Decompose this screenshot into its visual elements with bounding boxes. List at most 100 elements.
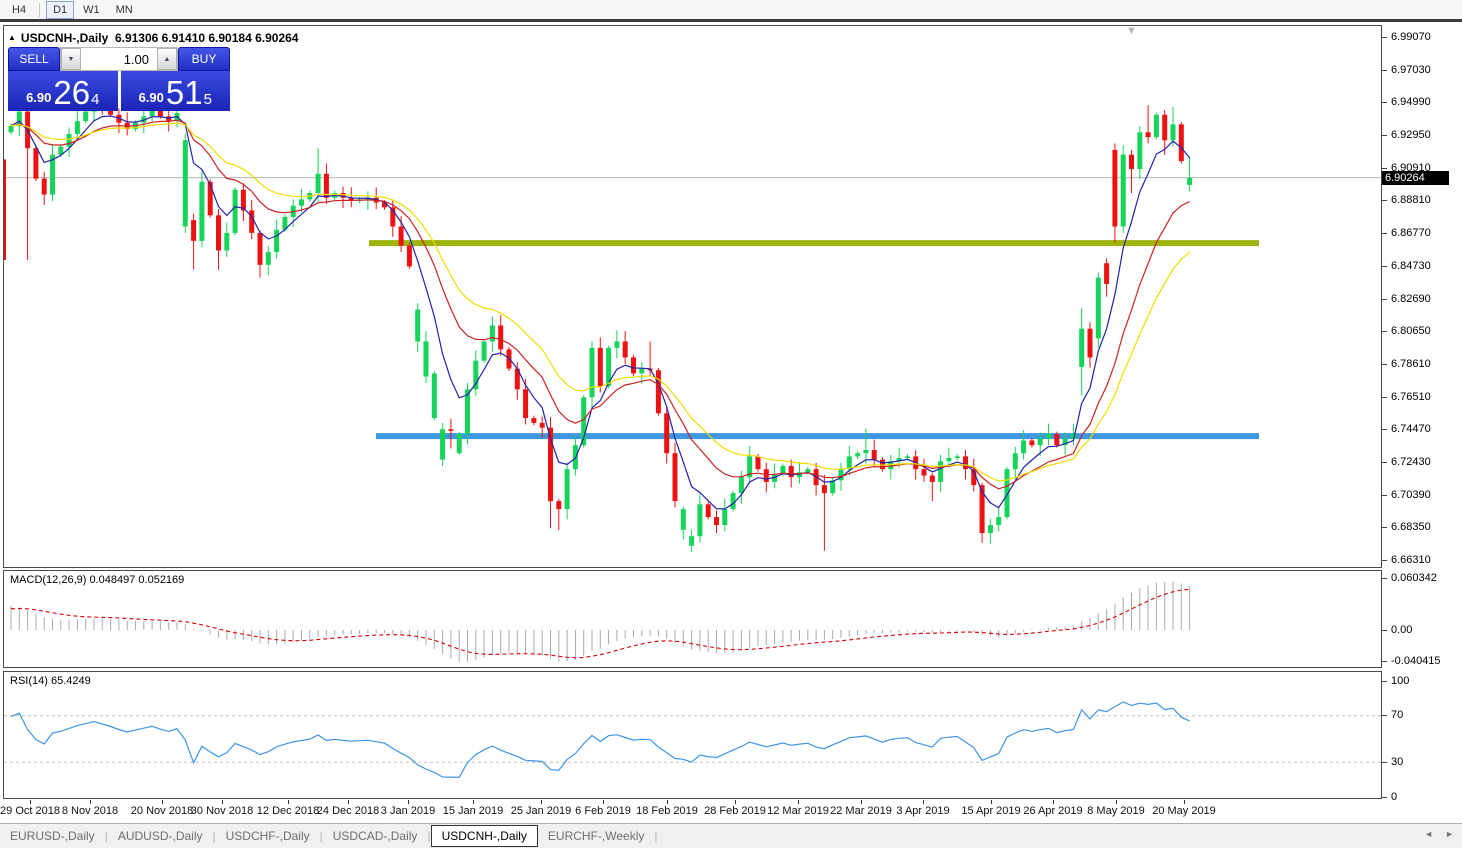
candlestick-chart[interactable] (4, 26, 1381, 567)
candle-body (323, 173, 329, 198)
scroll-left-icon[interactable]: ◄ (1424, 829, 1434, 839)
candle-body (921, 469, 927, 476)
chart-tab-usdcaddaily[interactable]: USDCAD-,Daily (332, 829, 418, 843)
volume-input[interactable] (81, 48, 157, 70)
macd-chart[interactable] (4, 571, 1381, 667)
candle-body (863, 450, 869, 454)
date-axis-label: 15 Apr 2019 (961, 805, 1021, 817)
candle-body (846, 456, 852, 470)
axis-tick (1382, 102, 1387, 104)
chart-end-marker-icon[interactable]: ▼ (1126, 25, 1137, 37)
price-axis-label: 6.82690 (1391, 292, 1431, 305)
volume-stepper: ▼ ▲ (60, 47, 178, 71)
scroll-right-icon[interactable]: ► (1445, 829, 1454, 839)
price-axis-label: 6.92950 (1391, 129, 1431, 142)
sell-button[interactable]: SELL (8, 47, 60, 71)
candle-body (514, 368, 520, 390)
buy-button[interactable]: BUY (178, 47, 230, 71)
axis-tick (1382, 167, 1387, 169)
rsi-axis-label: 70 (1391, 709, 1404, 721)
chart-tab-eurchfweekly[interactable]: EURCHF-,Weekly (547, 829, 645, 843)
chart-tab-usdcnhdaily[interactable]: USDCNH-,Daily (430, 825, 538, 847)
candle-body (216, 215, 221, 251)
axis-tick (1382, 661, 1387, 662)
resistance-line-olive[interactable] (369, 240, 1259, 247)
axis-tick (1382, 578, 1387, 579)
axis-tick (1382, 200, 1387, 202)
candle-body (456, 434, 462, 454)
timeframe-button-h4[interactable]: H4 (12, 3, 27, 16)
tab-scroll-arrows: ◄ ► (1424, 829, 1454, 839)
buy-price-pip: 5 (203, 91, 212, 108)
candle-body (50, 154, 55, 195)
date-tick (798, 800, 799, 804)
candle-body (705, 504, 711, 518)
candle-body (1054, 434, 1060, 446)
price-axis-label: 6.74470 (1391, 423, 1431, 436)
candle-body (498, 325, 504, 350)
candle-body (299, 199, 304, 206)
date-axis-label: 24 Dec 2018 (316, 805, 380, 817)
candle-body (581, 397, 587, 446)
rsi-chart[interactable] (4, 672, 1381, 798)
collapse-arrow-icon[interactable]: ▲ (8, 33, 16, 42)
chart-tab-audusddaily[interactable]: AUDUSD-,Daily (117, 829, 203, 843)
candle-body (141, 116, 147, 123)
candle-body (838, 469, 844, 481)
candle-body (58, 146, 64, 155)
candle-body (680, 509, 686, 530)
price-axis[interactable]: 6.99070 6.97030 6.94990 6.92950 6.90910 6.888… (1382, 25, 1462, 803)
rsi-label: RSI(14) 65.4249 (10, 675, 91, 687)
candle-body (1145, 132, 1151, 138)
candle-body (1129, 154, 1134, 170)
candle-body (1062, 438, 1068, 446)
candle-body (1070, 434, 1076, 439)
candle-body (589, 347, 595, 398)
candle-body (755, 456, 761, 470)
tab-separator: | (212, 829, 216, 843)
rsi-indicator-panel[interactable]: RSI(14) 65.4249 (3, 671, 1382, 799)
volume-down-icon[interactable]: ▼ (61, 48, 81, 70)
date-axis-label: 18 Feb 2019 (636, 805, 698, 817)
date-tick (541, 800, 542, 804)
date-axis-label: 30 Nov 2018 (190, 805, 254, 817)
rsi-axis-label: 0 (1391, 791, 1398, 803)
date-tick (923, 800, 924, 804)
timeframe-button-w1[interactable]: W1 (83, 3, 100, 16)
candle-body (340, 192, 346, 198)
macd-indicator-panel[interactable]: MACD(12,26,9) 0.048497 0.052169 (3, 570, 1382, 668)
timeframe-button-d1[interactable]: D1 (46, 0, 75, 19)
macd-label: MACD(12,26,9) 0.048497 0.052169 (10, 574, 185, 586)
date-tick (222, 800, 223, 804)
candle-body (440, 429, 446, 460)
support-line-blue[interactable] (376, 433, 1259, 440)
chart-tab-usdchfdaily[interactable]: USDCHF-,Daily (225, 829, 310, 843)
buy-quote-panel[interactable]: 6.90 51 5 (120, 71, 230, 111)
one-click-trading-widget: SELL ▼ ▲ BUY 6.90 26 4 6.90 51 5 (8, 47, 230, 111)
date-tick (408, 800, 409, 804)
date-tick (162, 800, 163, 804)
axis-tick (1382, 331, 1387, 333)
price-chart-panel[interactable] (3, 25, 1382, 568)
axis-tick (1382, 630, 1387, 631)
date-axis[interactable]: 29 Oct 2018 8 Nov 2018 20 Nov 2018 30 Nov 2… (0, 800, 1382, 822)
chart-tab-bar: EURUSD-,Daily | AUDUSD-,Daily | USDCHF-,Dail… (0, 823, 1462, 848)
volume-up-icon[interactable]: ▲ (157, 48, 177, 70)
candle-body (597, 347, 603, 387)
candle-body (1187, 177, 1193, 185)
axis-tick (1382, 233, 1387, 235)
timeframe-button-mn[interactable]: MN (115, 3, 133, 16)
price-axis-label: 6.68350 (1391, 521, 1431, 534)
chart-tab-eurusddaily[interactable]: EURUSD-,Daily (10, 829, 95, 843)
candle-body (556, 501, 562, 510)
rsi-axis-label: 30 (1391, 756, 1404, 768)
candle-body (689, 536, 695, 546)
candle-body (996, 517, 1002, 526)
axis-tick (1382, 298, 1387, 300)
candle-body (149, 109, 155, 117)
candle-body (489, 325, 495, 342)
macd-axis-label: 0.060342 (1391, 572, 1437, 584)
candle-body (83, 111, 89, 122)
sell-quote-panel[interactable]: 6.90 26 4 (8, 71, 118, 111)
macd-axis-label: -0.040415 (1391, 655, 1441, 667)
